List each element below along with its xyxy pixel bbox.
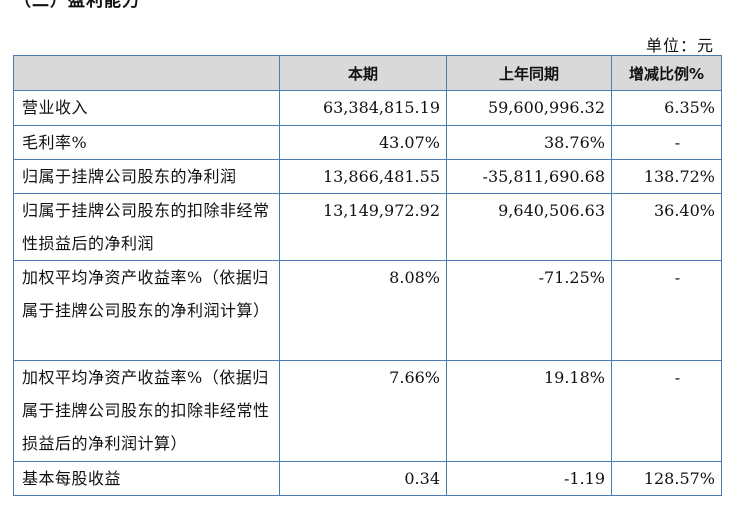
- row-label: 营业收入: [13, 90, 280, 126]
- table-row: 基本每股收益 0.34 -1.19 128.57%: [13, 461, 722, 496]
- previous-value: -35,811,690.68: [446, 159, 612, 194]
- previous-value: 38.76%: [446, 125, 612, 160]
- financial-table: 本期 上年同期 增减比例% 营业收入 63,384,815.19 59,600,…: [13, 55, 722, 496]
- row-label: 归属于挂牌公司股东的扣除非经常性损益后的净利润: [13, 193, 280, 261]
- section-heading: （二）盈利能力: [14, 0, 140, 11]
- header-change-ratio: 增减比例%: [611, 55, 722, 91]
- unit-label: 单位：元: [645, 36, 714, 55]
- current-value: 63,384,815.19: [279, 90, 447, 126]
- table-row: 归属于挂牌公司股东的净利润 13,866,481.55 -35,811,690.…: [13, 159, 722, 194]
- change-value: -: [611, 125, 722, 160]
- table-row: 营业收入 63,384,815.19 59,600,996.32 6.35%: [13, 90, 722, 126]
- header-previous-period: 上年同期: [446, 55, 612, 91]
- table-header-row: 本期 上年同期 增减比例%: [13, 55, 722, 91]
- change-value: -: [611, 260, 722, 361]
- row-label: 毛利率%: [13, 125, 280, 160]
- row-label: 基本每股收益: [13, 461, 280, 496]
- current-value: 13,866,481.55: [279, 159, 447, 194]
- current-value: 43.07%: [279, 125, 447, 160]
- previous-value: -71.25%: [446, 260, 612, 361]
- row-label: 归属于挂牌公司股东的净利润: [13, 159, 280, 194]
- previous-value: -1.19: [446, 461, 612, 496]
- previous-value: 59,600,996.32: [446, 90, 612, 126]
- change-value: 138.72%: [611, 159, 722, 194]
- change-value: 128.57%: [611, 461, 722, 496]
- row-label: 加权平均净资产收益率%（依据归属于挂牌公司股东的净利润计算）: [13, 260, 280, 361]
- current-value: 13,149,972.92: [279, 193, 447, 261]
- change-value: 36.40%: [611, 193, 722, 261]
- change-value: -: [611, 360, 722, 462]
- previous-value: 9,640,506.63: [446, 193, 612, 261]
- previous-value: 19.18%: [446, 360, 612, 462]
- header-item: [13, 55, 280, 91]
- change-dash: -: [674, 133, 681, 152]
- change-value: 6.35%: [611, 90, 722, 126]
- change-dash: -: [674, 368, 681, 387]
- table-row: 加权平均净资产收益率%（依据归属于挂牌公司股东的净利润计算） 8.08% -71…: [13, 260, 722, 361]
- current-value: 0.34: [279, 461, 447, 496]
- table-row: 加权平均净资产收益率%（依据归属于挂牌公司股东的扣除非经常性损益后的净利润计算）…: [13, 360, 722, 462]
- current-value: 8.08%: [279, 260, 447, 361]
- current-value: 7.66%: [279, 360, 447, 462]
- table-row: 归属于挂牌公司股东的扣除非经常性损益后的净利润 13,149,972.92 9,…: [13, 193, 722, 261]
- row-label: 加权平均净资产收益率%（依据归属于挂牌公司股东的扣除非经常性损益后的净利润计算）: [13, 360, 280, 462]
- table-row: 毛利率% 43.07% 38.76% -: [13, 125, 722, 160]
- change-dash: -: [674, 268, 681, 287]
- header-current-period: 本期: [279, 55, 447, 91]
